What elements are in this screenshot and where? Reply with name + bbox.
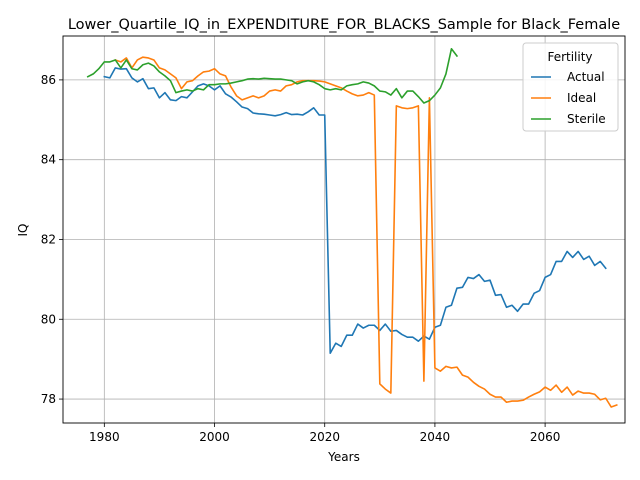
legend-label-ideal: Ideal	[567, 91, 596, 105]
x-tick-label: 1980	[89, 430, 120, 444]
chart-title: Lower_Quartile_IQ_in_EXPENDITURE_FOR_BLA…	[68, 17, 620, 33]
x-tick-label: 2040	[420, 430, 451, 444]
y-tick-label: 80	[41, 312, 56, 326]
x-tick-label: 2020	[309, 430, 340, 444]
x-tick-label: 2000	[199, 430, 230, 444]
y-axis-label: IQ	[16, 224, 30, 237]
y-tick-label: 86	[41, 73, 56, 87]
legend: Fertility Actual Ideal Sterile	[523, 43, 618, 131]
x-tick-label: 2060	[530, 430, 561, 444]
x-axis-label: Years	[327, 450, 360, 464]
legend-label-sterile: Sterile	[567, 112, 606, 126]
y-tick-label: 78	[41, 392, 56, 406]
legend-title: Fertility	[547, 50, 592, 64]
y-tick-label: 84	[41, 153, 56, 167]
y-tick-label: 82	[41, 232, 56, 246]
legend-label-actual: Actual	[567, 70, 605, 84]
